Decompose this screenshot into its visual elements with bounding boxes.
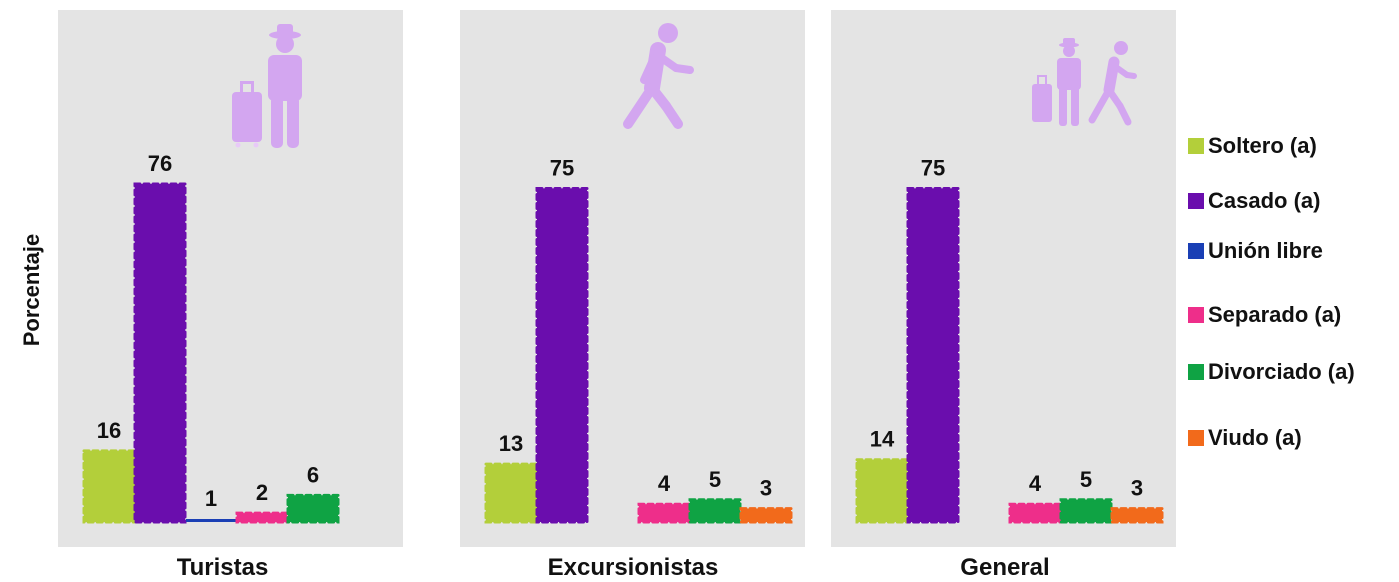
legend-swatch-separado [1188, 307, 1204, 323]
chart-panel-turistas: 16 76 1 2 6 [58, 10, 403, 547]
category-label-general: General [960, 554, 1050, 581]
tourist-luggage-icon [232, 24, 302, 148]
legend-swatch-casado [1188, 193, 1204, 209]
bar-casado [535, 186, 589, 524]
legend-label-viudo: Viudo (a) [1208, 425, 1302, 450]
bar-soltero [855, 458, 909, 524]
data-label-soltero: 14 [870, 427, 895, 452]
legend-item-viudo: Viudo (a) [1188, 425, 1302, 451]
bar-viudo [1110, 507, 1164, 524]
legend-item-casado: Casado (a) [1188, 188, 1320, 214]
legend-item-union-libre: Unión libre [1188, 238, 1323, 264]
data-label-soltero: 16 [97, 418, 121, 443]
bar-casado [133, 182, 187, 524]
data-label-union-libre: 1 [205, 486, 217, 511]
legend-swatch-soltero [1188, 138, 1204, 154]
legend-item-separado: Separado (a) [1188, 302, 1341, 328]
bar-separado [1008, 502, 1062, 524]
bar-viudo [739, 507, 793, 524]
data-label-casado: 75 [921, 155, 945, 180]
data-label-viudo: 3 [1131, 476, 1143, 501]
data-label-separado: 4 [1029, 471, 1042, 496]
data-label-divorciado: 6 [307, 462, 319, 487]
data-label-soltero: 13 [499, 431, 523, 456]
legend-label-casado: Casado (a) [1208, 188, 1321, 213]
legend-label-soltero: Soltero (a) [1208, 133, 1317, 158]
legend-swatch-divorciado [1188, 364, 1204, 380]
data-label-separado: 2 [256, 480, 268, 505]
bar-casado [906, 186, 960, 524]
bar-group-turistas: 16 76 1 2 6 [82, 151, 340, 524]
category-label-excursionistas: Excursionistas [547, 554, 719, 581]
bar-separado [637, 502, 691, 524]
category-label-turistas: Turistas [176, 554, 269, 581]
legend-item-divorciado: Divorciado (a) [1188, 359, 1355, 385]
bar-divorciado [688, 498, 742, 524]
data-label-casado: 75 [550, 155, 574, 180]
bar-group-general: 14 75 4 5 3 [855, 155, 1164, 524]
bar-separado [235, 511, 289, 524]
y-axis-label: Porcentaje [19, 233, 44, 347]
data-label-separado: 4 [658, 471, 671, 496]
walking-person-icon [623, 23, 694, 129]
legend-swatch-viudo [1188, 430, 1204, 446]
data-label-viudo: 3 [760, 476, 772, 501]
bar-union-libre [186, 519, 236, 522]
data-label-divorciado: 5 [1080, 467, 1092, 492]
chart-panel-excursionistas: 13 75 4 5 3 [460, 10, 805, 547]
bar-soltero [82, 449, 136, 524]
legend-item-soltero: Soltero (a) [1188, 133, 1317, 159]
legend-label-union-libre: Unión libre [1208, 238, 1323, 263]
bar-soltero [484, 462, 538, 524]
bar-divorciado [286, 493, 340, 524]
tourist-and-walker-icon [1032, 38, 1137, 126]
bar-divorciado [1059, 498, 1113, 524]
legend-label-divorciado: Divorciado (a) [1208, 359, 1355, 384]
legend-label-separado: Separado (a) [1208, 302, 1342, 327]
bar-group-excursionistas: 13 75 4 5 3 [484, 155, 793, 524]
legend-swatch-union-libre [1188, 243, 1204, 259]
data-label-casado: 76 [148, 151, 172, 176]
data-label-divorciado: 5 [709, 467, 721, 492]
